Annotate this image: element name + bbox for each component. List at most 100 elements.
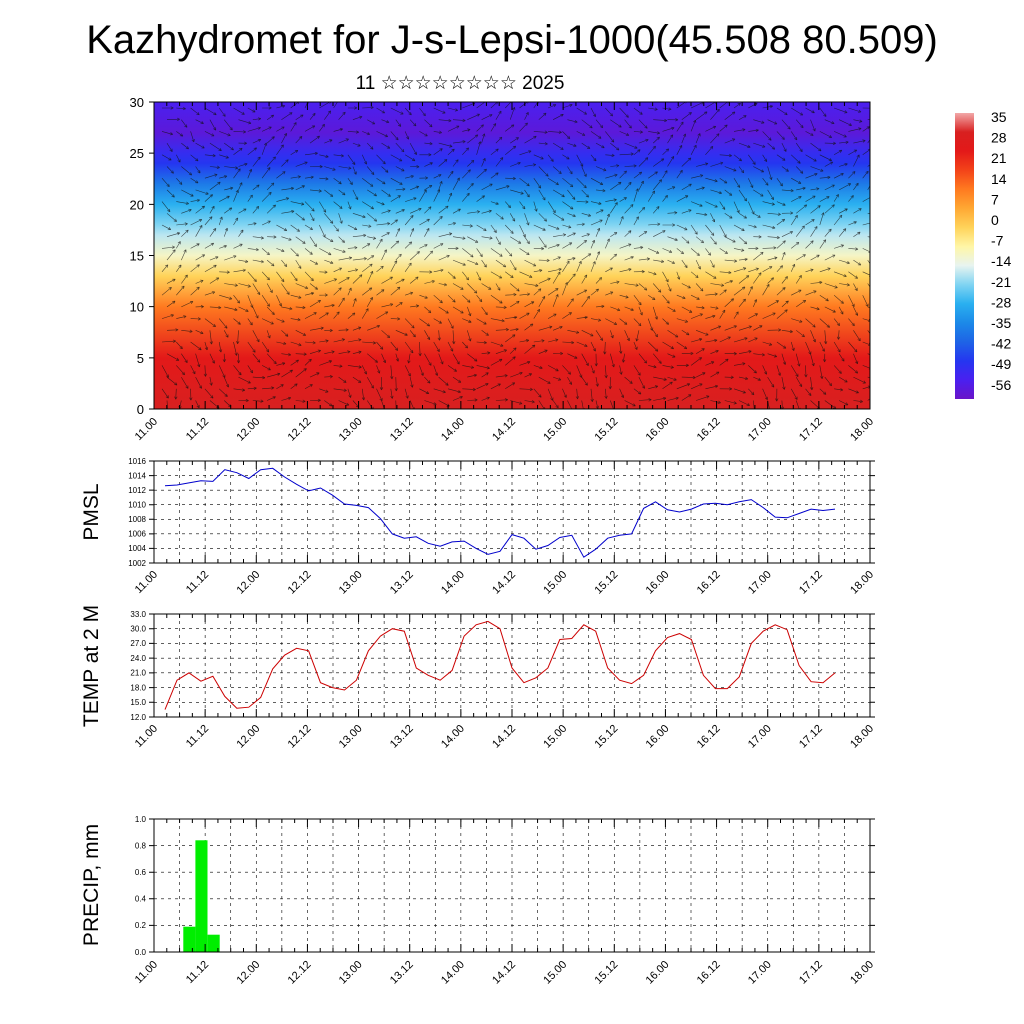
x-tick-label: 11.12 xyxy=(184,723,211,750)
x-tick-label: 14.00 xyxy=(439,723,467,751)
x-tick-label: 11.00 xyxy=(133,723,160,750)
page-subtitle: 11 ☆☆☆☆☆☆☆☆ 2025 xyxy=(355,73,565,94)
x-tick-label: 18.00 xyxy=(848,416,876,444)
grid-lines xyxy=(154,614,870,717)
y-tick-label: 12.0 xyxy=(130,713,146,722)
x-tick-label: 13.00 xyxy=(337,416,365,444)
x-tick-label: 15.00 xyxy=(541,959,569,987)
colorbar-label: 28 xyxy=(991,130,1007,146)
y-tick-label: 0.4 xyxy=(135,895,147,904)
x-tick-label: 14.00 xyxy=(439,569,467,597)
grid-lines xyxy=(154,461,870,563)
y-tick-label: 25 xyxy=(130,146,144,161)
y-tick-label: 18.0 xyxy=(130,683,146,692)
x-tick-label: 15.00 xyxy=(541,416,569,444)
x-tick-label: 17.00 xyxy=(746,416,774,444)
y-tick-label: 0 xyxy=(137,402,144,417)
x-tick-label: 12.00 xyxy=(234,959,262,987)
colorbar-label: -35 xyxy=(991,315,1011,331)
x-tick-label: 11.12 xyxy=(184,959,211,986)
y-tick-marks xyxy=(149,818,875,953)
x-tick-label: 13.12 xyxy=(388,723,416,751)
y-tick-label: 33.0 xyxy=(130,610,146,619)
precip-grid xyxy=(154,819,870,952)
x-tick-label: 11.12 xyxy=(184,416,211,443)
y-tick-label: 24.0 xyxy=(130,654,146,663)
temp2m-axis-label: TEMP at 2 M xyxy=(80,605,103,727)
colorbar-label: 14 xyxy=(991,171,1007,187)
x-tick-label: 12.00 xyxy=(234,723,262,751)
colorbar-labels: 35 28 21 14 7 0 -7 -14 -21 -28 -35 -42 -49 -56 xyxy=(991,109,1011,393)
x-tick-marks xyxy=(153,461,871,563)
y-tick-label: 15 xyxy=(130,249,144,264)
precip-bar xyxy=(195,840,208,952)
y-tick-label: 1010 xyxy=(128,501,146,510)
y-tick-label: 1008 xyxy=(128,515,146,524)
y-tick-label: 27.0 xyxy=(130,639,146,648)
x-tick-label: 12.12 xyxy=(286,416,314,444)
x-tick-label: 15.00 xyxy=(541,569,569,597)
colorbar-scale xyxy=(955,113,974,399)
x-tick-label: 17.12 xyxy=(797,416,825,444)
y-tick-marks xyxy=(149,613,875,718)
cross-section-panel: 11.00 11.12 12.00 12.12 13.00 13.12 14.00 14.12… xyxy=(130,95,877,444)
x-tick-label: 11.00 xyxy=(133,569,160,596)
y-tick-marks xyxy=(149,460,875,564)
y-tick-label: 1006 xyxy=(128,530,146,539)
y-tick-label: 5 xyxy=(137,351,144,366)
x-tick-label: 16.12 xyxy=(695,723,723,751)
x-tick-marks xyxy=(153,819,871,952)
colorbar-label: -56 xyxy=(991,377,1011,393)
x-tick-label: 14.12 xyxy=(490,416,518,444)
x-tick-label: 12.12 xyxy=(286,569,314,597)
pmsl-panel: 11.00 11.12 12.00 12.12 13.00 13.12 14.00 14.12… xyxy=(80,457,876,597)
precip-axis-label: PRECIP, mm xyxy=(80,824,103,946)
y-tick-label: 0.6 xyxy=(135,868,147,877)
x-tick-label: 17.12 xyxy=(797,569,825,597)
wind-vector-layer xyxy=(161,102,870,409)
x-tick-label: 17.00 xyxy=(746,723,774,751)
y-tick-label: 1.0 xyxy=(135,815,147,824)
x-tick-label: 14.12 xyxy=(490,723,518,751)
x-tick-label: 17.00 xyxy=(746,569,774,597)
y-tick-label: 30.0 xyxy=(130,625,146,634)
pmsl-series-line xyxy=(164,467,836,558)
y-tick-label: 1004 xyxy=(128,544,146,553)
x-tick-label: 17.00 xyxy=(746,959,774,987)
y-tick-label: 0.0 xyxy=(135,948,147,957)
y-tick-label: 1002 xyxy=(128,559,146,568)
x-tick-label: 14.00 xyxy=(439,959,467,987)
y-tick-label: 0.2 xyxy=(135,921,147,930)
y-tick-label: 15.0 xyxy=(130,698,146,707)
x-tick-label: 13.12 xyxy=(388,416,416,444)
y-tick-label: 1012 xyxy=(128,486,146,495)
temp2m-series-line xyxy=(164,620,836,710)
x-tick-label: 18.00 xyxy=(848,723,876,751)
colorbar-label: 35 xyxy=(991,109,1007,125)
x-tick-label: 17.12 xyxy=(797,959,825,987)
temp2m-grid xyxy=(154,614,870,717)
colorbar-label: -21 xyxy=(991,274,1011,290)
grid-lines xyxy=(154,819,870,952)
x-tick-label: 16.00 xyxy=(644,723,672,751)
x-tick-label: 11.00 xyxy=(133,416,160,443)
x-tick-label: 16.00 xyxy=(644,959,672,987)
colorbar: 35 28 21 14 7 0 -7 -14 -21 -28 -35 -42 -49 -56 xyxy=(955,109,1011,399)
x-tick-marks xyxy=(153,102,871,409)
x-tick-label: 15.00 xyxy=(541,723,569,751)
x-tick-label: 13.12 xyxy=(388,959,416,987)
temp2m-panel: 11.00 11.12 12.00 12.12 13.00 13.12 14.00 14.12… xyxy=(80,605,876,751)
x-tick-label: 16.12 xyxy=(695,416,723,444)
colorbar-label: -42 xyxy=(991,336,1011,352)
x-tick-label: 15.12 xyxy=(592,569,620,597)
colorbar-label: -14 xyxy=(991,253,1011,269)
y-tick-label: 10 xyxy=(130,300,144,315)
precip-panel: 11.00 11.12 12.00 12.12 13.00 13.12 14.00 14.12… xyxy=(80,815,876,987)
x-tick-label: 13.12 xyxy=(388,569,416,597)
y-tick-marks xyxy=(149,101,154,410)
x-tick-label: 11.12 xyxy=(184,569,211,596)
y-tick-label: 21.0 xyxy=(130,669,146,678)
y-tick-label: 1016 xyxy=(128,457,146,466)
wind-vectors xyxy=(161,102,870,409)
